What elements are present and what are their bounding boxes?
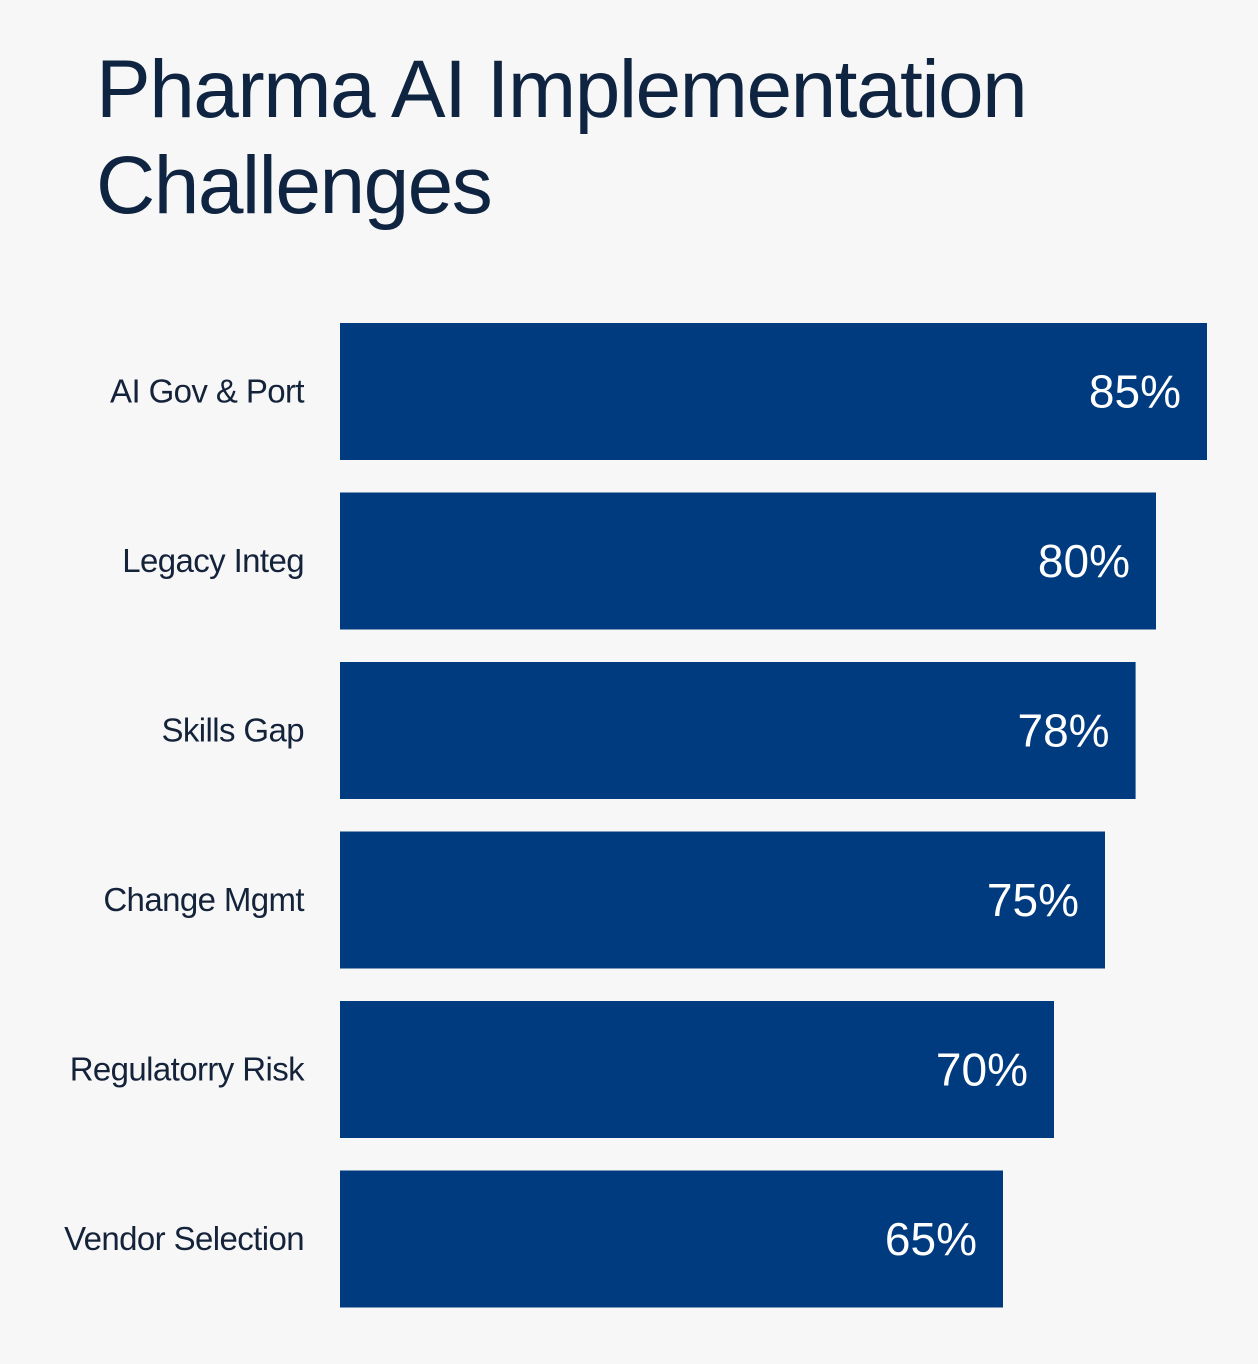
category-label: Skills Gap: [161, 712, 304, 749]
value-label: 78%: [1018, 705, 1110, 757]
category-label: Legacy Integ: [122, 542, 304, 579]
category-label: Regulatorry Risk: [70, 1051, 305, 1088]
bar-vendor-selection: [340, 1170, 1003, 1308]
value-label: 80%: [1038, 535, 1130, 587]
bar-change-mgmt: [340, 831, 1105, 969]
bar-skills-gap: [340, 662, 1136, 799]
bar-ai-gov-port: [340, 323, 1207, 460]
bar-legacy-integ: [340, 492, 1156, 630]
category-label: Vendor Selection: [64, 1220, 304, 1257]
chart-title: Pharma AI Implementation Challenges: [96, 44, 1028, 231]
category-label: Change Mgmt: [103, 881, 304, 918]
value-label: 75%: [987, 874, 1079, 926]
category-label: AI Gov & Port: [110, 373, 304, 410]
bar-regulatorry-risk: [340, 1001, 1054, 1138]
value-label: 70%: [936, 1044, 1028, 1096]
value-label: 65%: [885, 1213, 977, 1265]
value-label: 85%: [1089, 366, 1181, 418]
